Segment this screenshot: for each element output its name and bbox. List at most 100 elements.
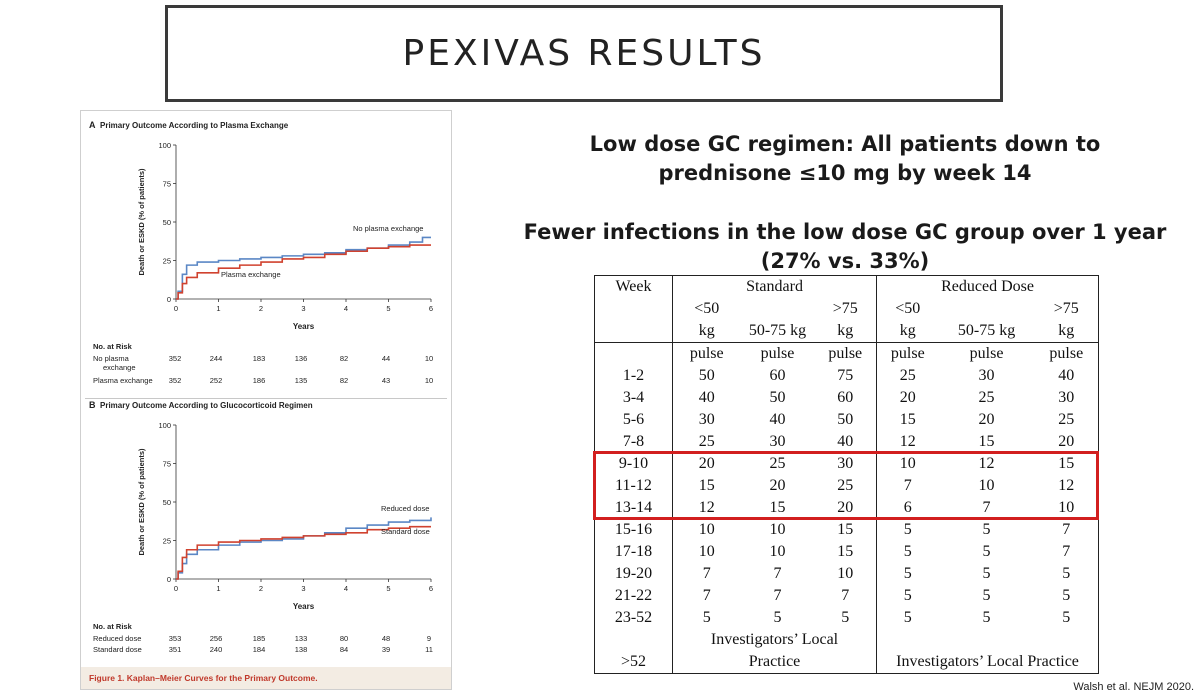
x-tick-label: 6 xyxy=(429,584,433,593)
dose-cell: 10 xyxy=(769,521,786,538)
reduced-header: Reduced Dose xyxy=(876,275,1099,298)
y-tick-label: 75 xyxy=(163,180,171,189)
dose-cell: 5 xyxy=(982,543,991,560)
risk-value: 135 xyxy=(295,376,308,385)
dose-cell: 25 xyxy=(1058,411,1075,428)
pulse-cell: pulse xyxy=(828,345,863,362)
dose-cell: 15 xyxy=(837,521,854,538)
pulse-cell: pulse xyxy=(760,345,795,362)
risk-title: No. at Risk xyxy=(93,342,133,351)
dose-cell: 10 xyxy=(978,477,995,494)
risk-row-name: exchange xyxy=(103,363,136,372)
citation: Walsh et al. NEJM 2020. xyxy=(1073,681,1194,693)
dose-cell: 5 xyxy=(876,519,939,541)
dose-cell: 10 xyxy=(672,541,741,563)
risk-value: 186 xyxy=(253,376,266,385)
weight-col-l2: kg xyxy=(672,320,741,343)
panel-letter: B xyxy=(89,400,96,410)
dose-cell: 7 xyxy=(773,565,782,582)
dose-cell: 7 xyxy=(672,563,741,585)
dose-cell: 12 xyxy=(978,455,995,472)
dose-cell: 7 xyxy=(841,587,850,604)
dose-cell: 5 xyxy=(773,609,782,626)
dose-cell: 25 xyxy=(978,389,995,406)
standard-header: Standard xyxy=(671,275,877,298)
dose-cell: 15 xyxy=(876,409,939,431)
dose-cell: 30 xyxy=(1058,389,1075,406)
dose-row: 15-16 10 10 15 5 5 7 xyxy=(595,519,1099,541)
low-dose-statement: Low dose GC regimen: All patients down t… xyxy=(589,132,1101,185)
risk-value: 252 xyxy=(210,376,223,385)
series-label: Standard dose xyxy=(381,527,430,536)
pulse-cell: pulse xyxy=(876,342,939,365)
y-tick-label: 75 xyxy=(163,460,171,469)
x-tick-label: 5 xyxy=(386,584,390,593)
dose-row: 19-20 7 7 10 5 5 5 xyxy=(595,563,1099,585)
risk-row-name: Reduced dose xyxy=(93,634,141,643)
weight-col-l1: >75 xyxy=(832,300,858,317)
dose-cell: 5 xyxy=(982,587,991,604)
x-tick-label: 4 xyxy=(344,304,348,313)
dose-cell: 20 xyxy=(1058,433,1075,450)
dose-cell: 5 xyxy=(672,607,741,629)
week-header: Week xyxy=(615,278,652,295)
dose-cell: 50 xyxy=(837,411,854,428)
dose-table: Week Standard Reduced Dose <50 >75 <50 >… xyxy=(594,275,1100,674)
week-cell: 7-8 xyxy=(622,433,645,450)
risk-title: No. at Risk xyxy=(93,622,133,631)
x-tick-label: 3 xyxy=(301,584,305,593)
x-tick-label: 4 xyxy=(344,584,348,593)
x-tick-label: 2 xyxy=(259,304,263,313)
dose-cell: 50 xyxy=(769,389,786,406)
x-tick-label: 0 xyxy=(174,304,178,313)
y-tick-label: 25 xyxy=(163,257,171,266)
dose-cell: 5 xyxy=(1062,609,1071,626)
dose-cell: 20 xyxy=(837,499,854,516)
dose-cell: 30 xyxy=(672,409,741,431)
dose-row: 11-12 15 20 25 7 10 12 xyxy=(595,475,1099,497)
risk-value: 352 xyxy=(169,376,182,385)
dose-cell: 5 xyxy=(876,563,939,585)
dose-row: 23-52 5 5 5 5 5 5 xyxy=(595,607,1099,629)
series-label: No plasma exchange xyxy=(353,224,423,233)
y-tick-label: 100 xyxy=(158,421,171,430)
weight-col-l1 xyxy=(741,298,815,320)
dose-cell: 20 xyxy=(672,453,741,475)
risk-value: 138 xyxy=(295,645,308,654)
weight-col-l1: <50 xyxy=(876,298,939,320)
x-tick-label: 3 xyxy=(301,304,305,313)
dose-row: 5-6 30 40 50 15 20 25 xyxy=(595,409,1099,431)
risk-row-name: Plasma exchange xyxy=(93,376,153,385)
week-cell: 17-18 xyxy=(614,543,653,560)
dose-cell: 7 xyxy=(1062,543,1071,560)
std-practice-l2: Practice xyxy=(671,651,877,674)
dose-row: 7-8 25 30 40 12 15 20 xyxy=(595,431,1099,453)
risk-value: 82 xyxy=(340,376,348,385)
risk-value: 10 xyxy=(425,354,433,363)
dose-cell: 5 xyxy=(876,585,939,607)
y-axis-label: Death or ESKD (% of patients) xyxy=(137,448,146,556)
week-cell: 3-4 xyxy=(622,389,645,406)
weight-col-l2: 50-75 kg xyxy=(740,320,815,343)
dose-cell: 7 xyxy=(876,475,939,497)
dose-cell: 15 xyxy=(837,543,854,560)
dose-cell: 40 xyxy=(769,411,786,428)
figure-caption-bar xyxy=(81,667,451,689)
dose-cell: 12 xyxy=(1058,477,1075,494)
km-series-line xyxy=(176,236,431,300)
risk-value: 44 xyxy=(382,354,390,363)
dose-cell: 30 xyxy=(837,455,854,472)
y-axis-label: Death or ESKD (% of patients) xyxy=(137,168,146,276)
dose-cell: 75 xyxy=(837,367,854,384)
infection-statement: Fewer infections in the low dose GC grou… xyxy=(523,220,1167,273)
risk-value: 10 xyxy=(425,376,433,385)
risk-value: 133 xyxy=(295,634,308,643)
risk-value: 352 xyxy=(169,354,182,363)
risk-value: 82 xyxy=(340,354,348,363)
risk-value: 80 xyxy=(340,634,348,643)
weight-col-l2: kg xyxy=(876,320,939,343)
std-practice-l1: Investigators’ Local xyxy=(671,629,877,651)
series-label: Reduced dose xyxy=(381,504,429,513)
dose-cell: 5 xyxy=(982,521,991,538)
risk-value: 183 xyxy=(253,354,266,363)
